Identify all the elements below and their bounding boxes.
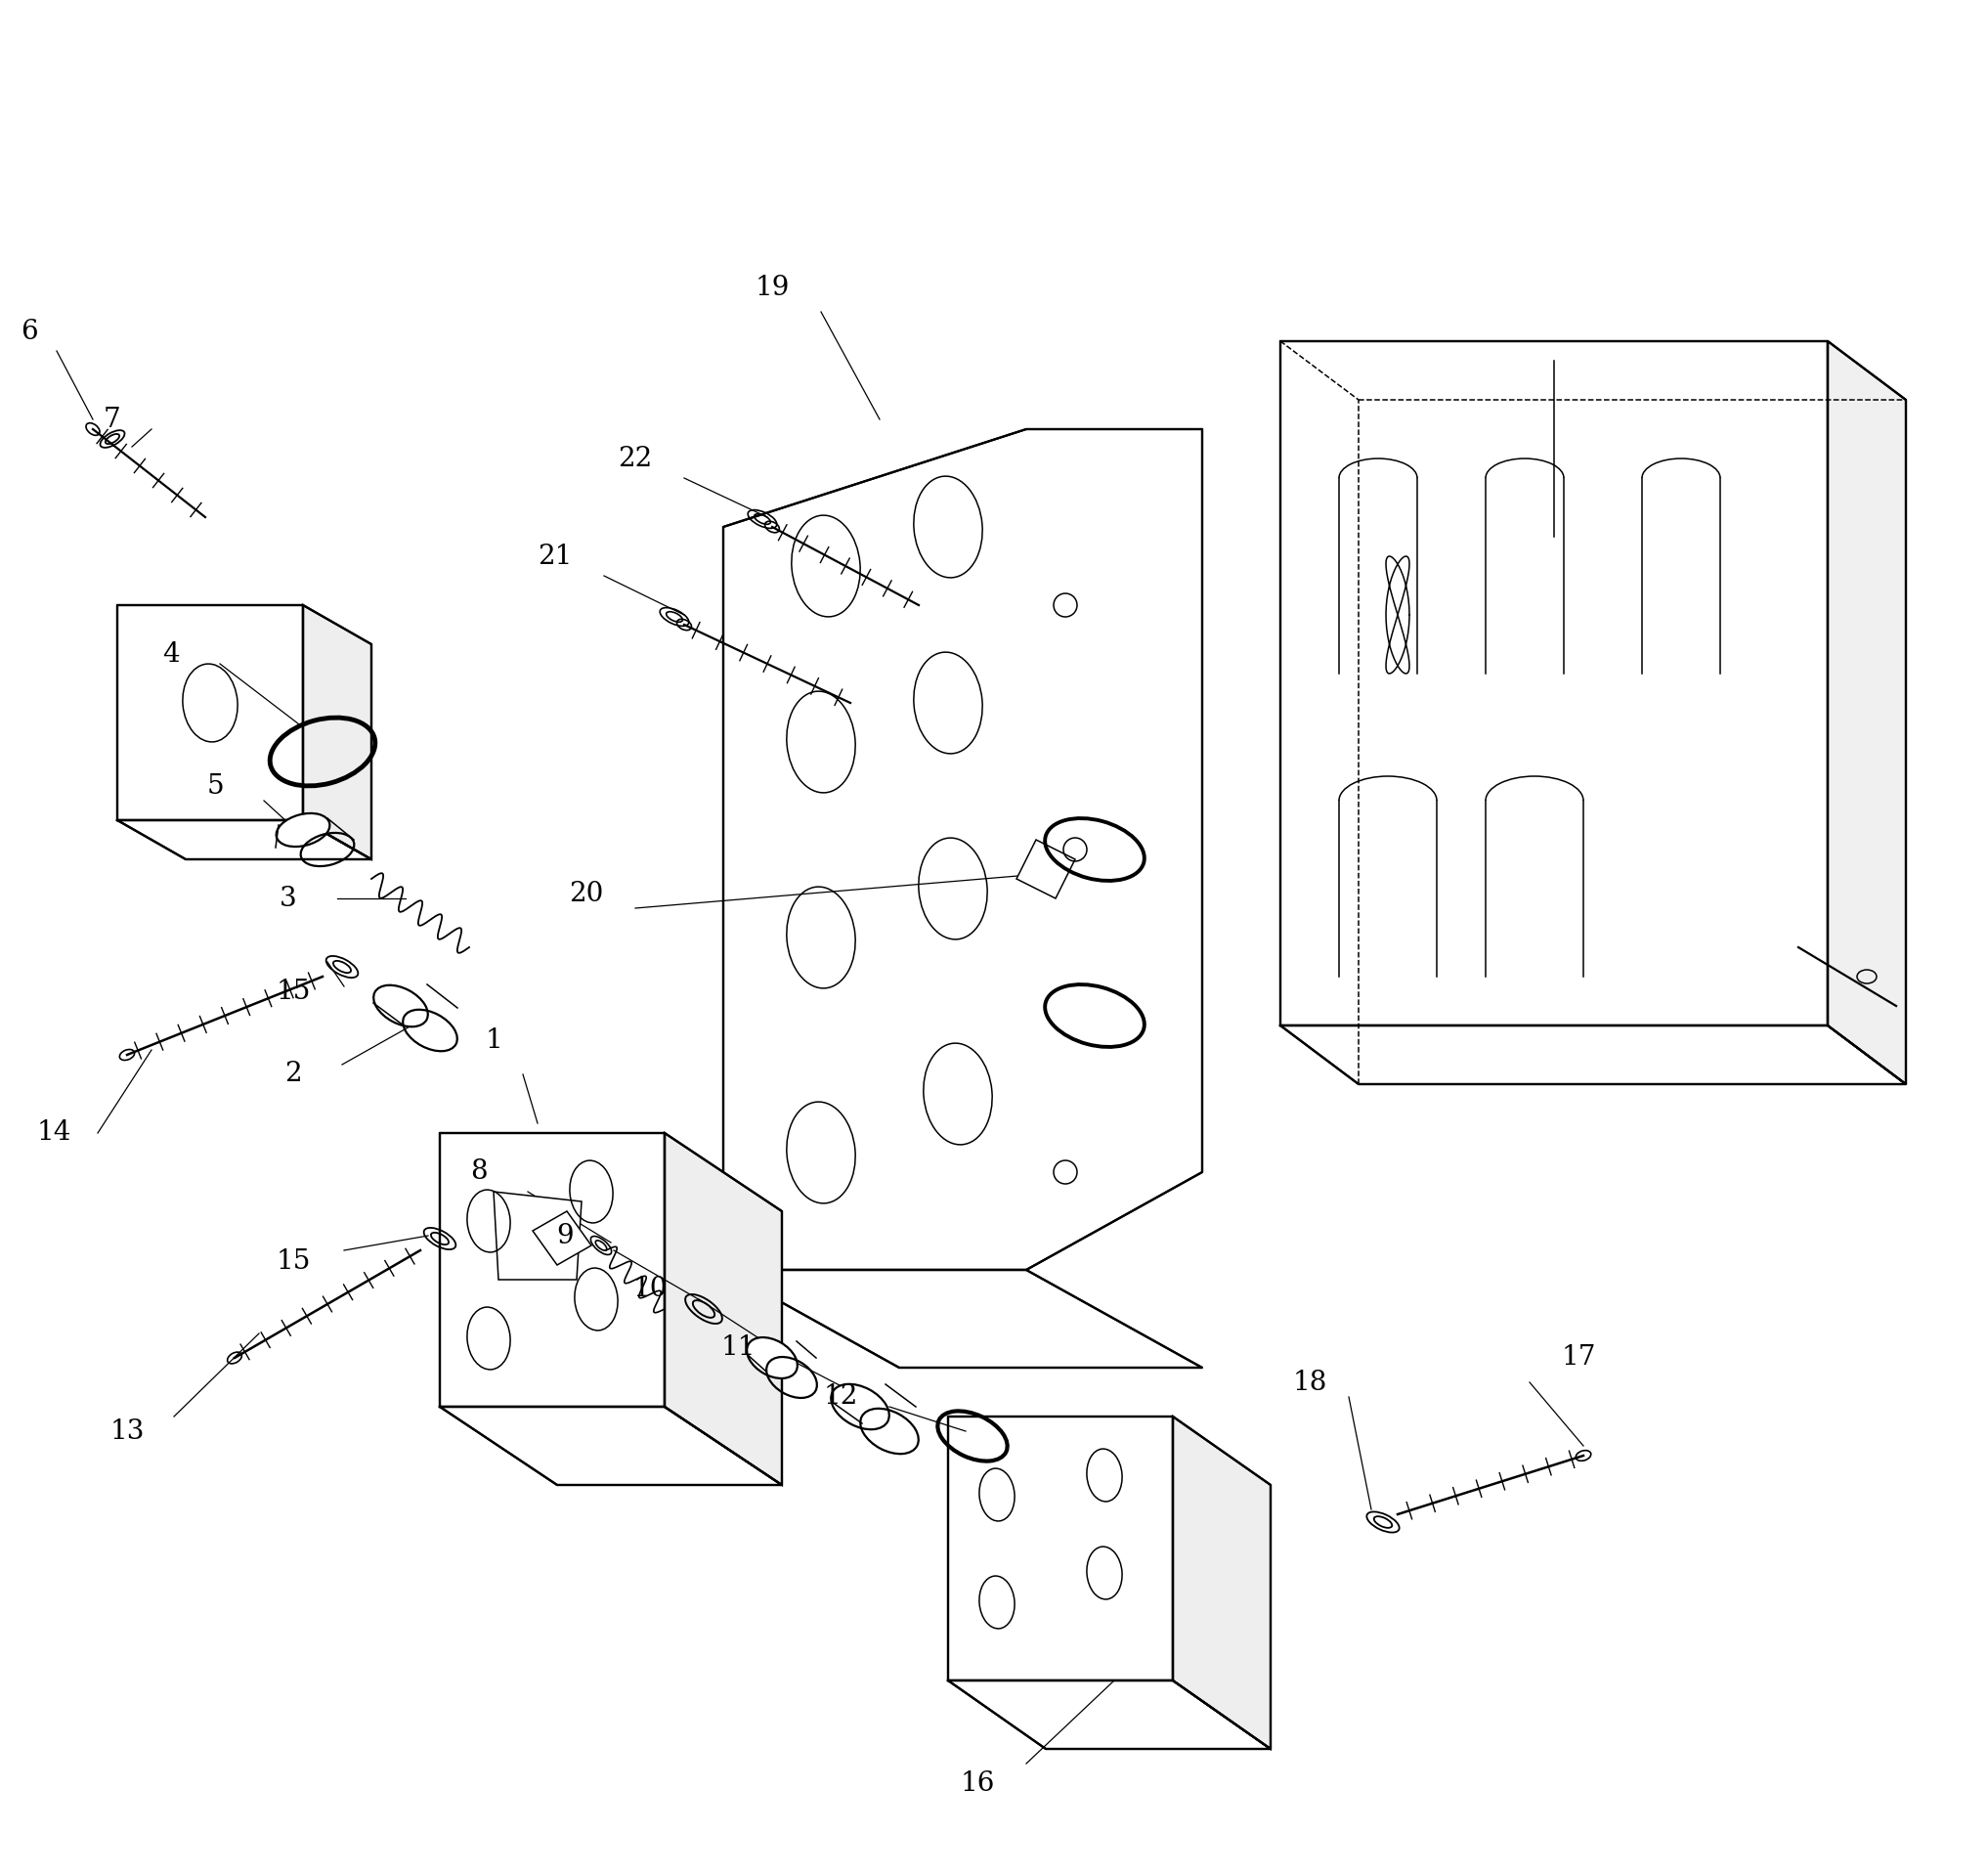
- Text: 17: 17: [1561, 1345, 1596, 1371]
- Polygon shape: [948, 1416, 1173, 1681]
- Text: 2: 2: [284, 1062, 302, 1088]
- Ellipse shape: [276, 814, 330, 846]
- Polygon shape: [493, 1191, 582, 1279]
- Polygon shape: [117, 820, 372, 859]
- Polygon shape: [724, 430, 1203, 1270]
- Text: 12: 12: [823, 1384, 859, 1411]
- Text: 13: 13: [109, 1418, 145, 1445]
- Text: 1: 1: [485, 1026, 503, 1052]
- Text: 18: 18: [1292, 1369, 1326, 1396]
- Text: 16: 16: [960, 1769, 994, 1797]
- Text: 21: 21: [539, 542, 573, 570]
- Ellipse shape: [747, 1338, 797, 1379]
- Polygon shape: [948, 1681, 1270, 1748]
- Text: 9: 9: [557, 1223, 575, 1249]
- Text: 14: 14: [36, 1120, 72, 1146]
- Polygon shape: [1280, 341, 1827, 1026]
- Text: 4: 4: [163, 642, 179, 668]
- Text: 19: 19: [755, 274, 789, 300]
- Polygon shape: [1016, 840, 1076, 899]
- Text: 3: 3: [280, 885, 296, 912]
- Polygon shape: [664, 1133, 781, 1486]
- Polygon shape: [1173, 1416, 1270, 1748]
- Polygon shape: [302, 606, 372, 859]
- Text: 5: 5: [207, 773, 223, 799]
- Polygon shape: [1827, 341, 1906, 1084]
- Text: 22: 22: [618, 445, 652, 471]
- Text: 8: 8: [471, 1159, 487, 1186]
- Ellipse shape: [831, 1384, 889, 1430]
- Polygon shape: [724, 1270, 1203, 1368]
- Text: 15: 15: [276, 977, 310, 1004]
- Polygon shape: [439, 1133, 664, 1407]
- Text: 15: 15: [276, 1249, 310, 1276]
- Text: 6: 6: [20, 319, 38, 345]
- Ellipse shape: [374, 985, 427, 1026]
- Text: 7: 7: [103, 407, 121, 433]
- Polygon shape: [1280, 1026, 1906, 1084]
- Text: 11: 11: [720, 1336, 755, 1362]
- Text: 10: 10: [632, 1276, 668, 1302]
- Text: 20: 20: [569, 880, 604, 906]
- Polygon shape: [117, 606, 302, 820]
- Polygon shape: [439, 1407, 781, 1486]
- Polygon shape: [533, 1212, 590, 1264]
